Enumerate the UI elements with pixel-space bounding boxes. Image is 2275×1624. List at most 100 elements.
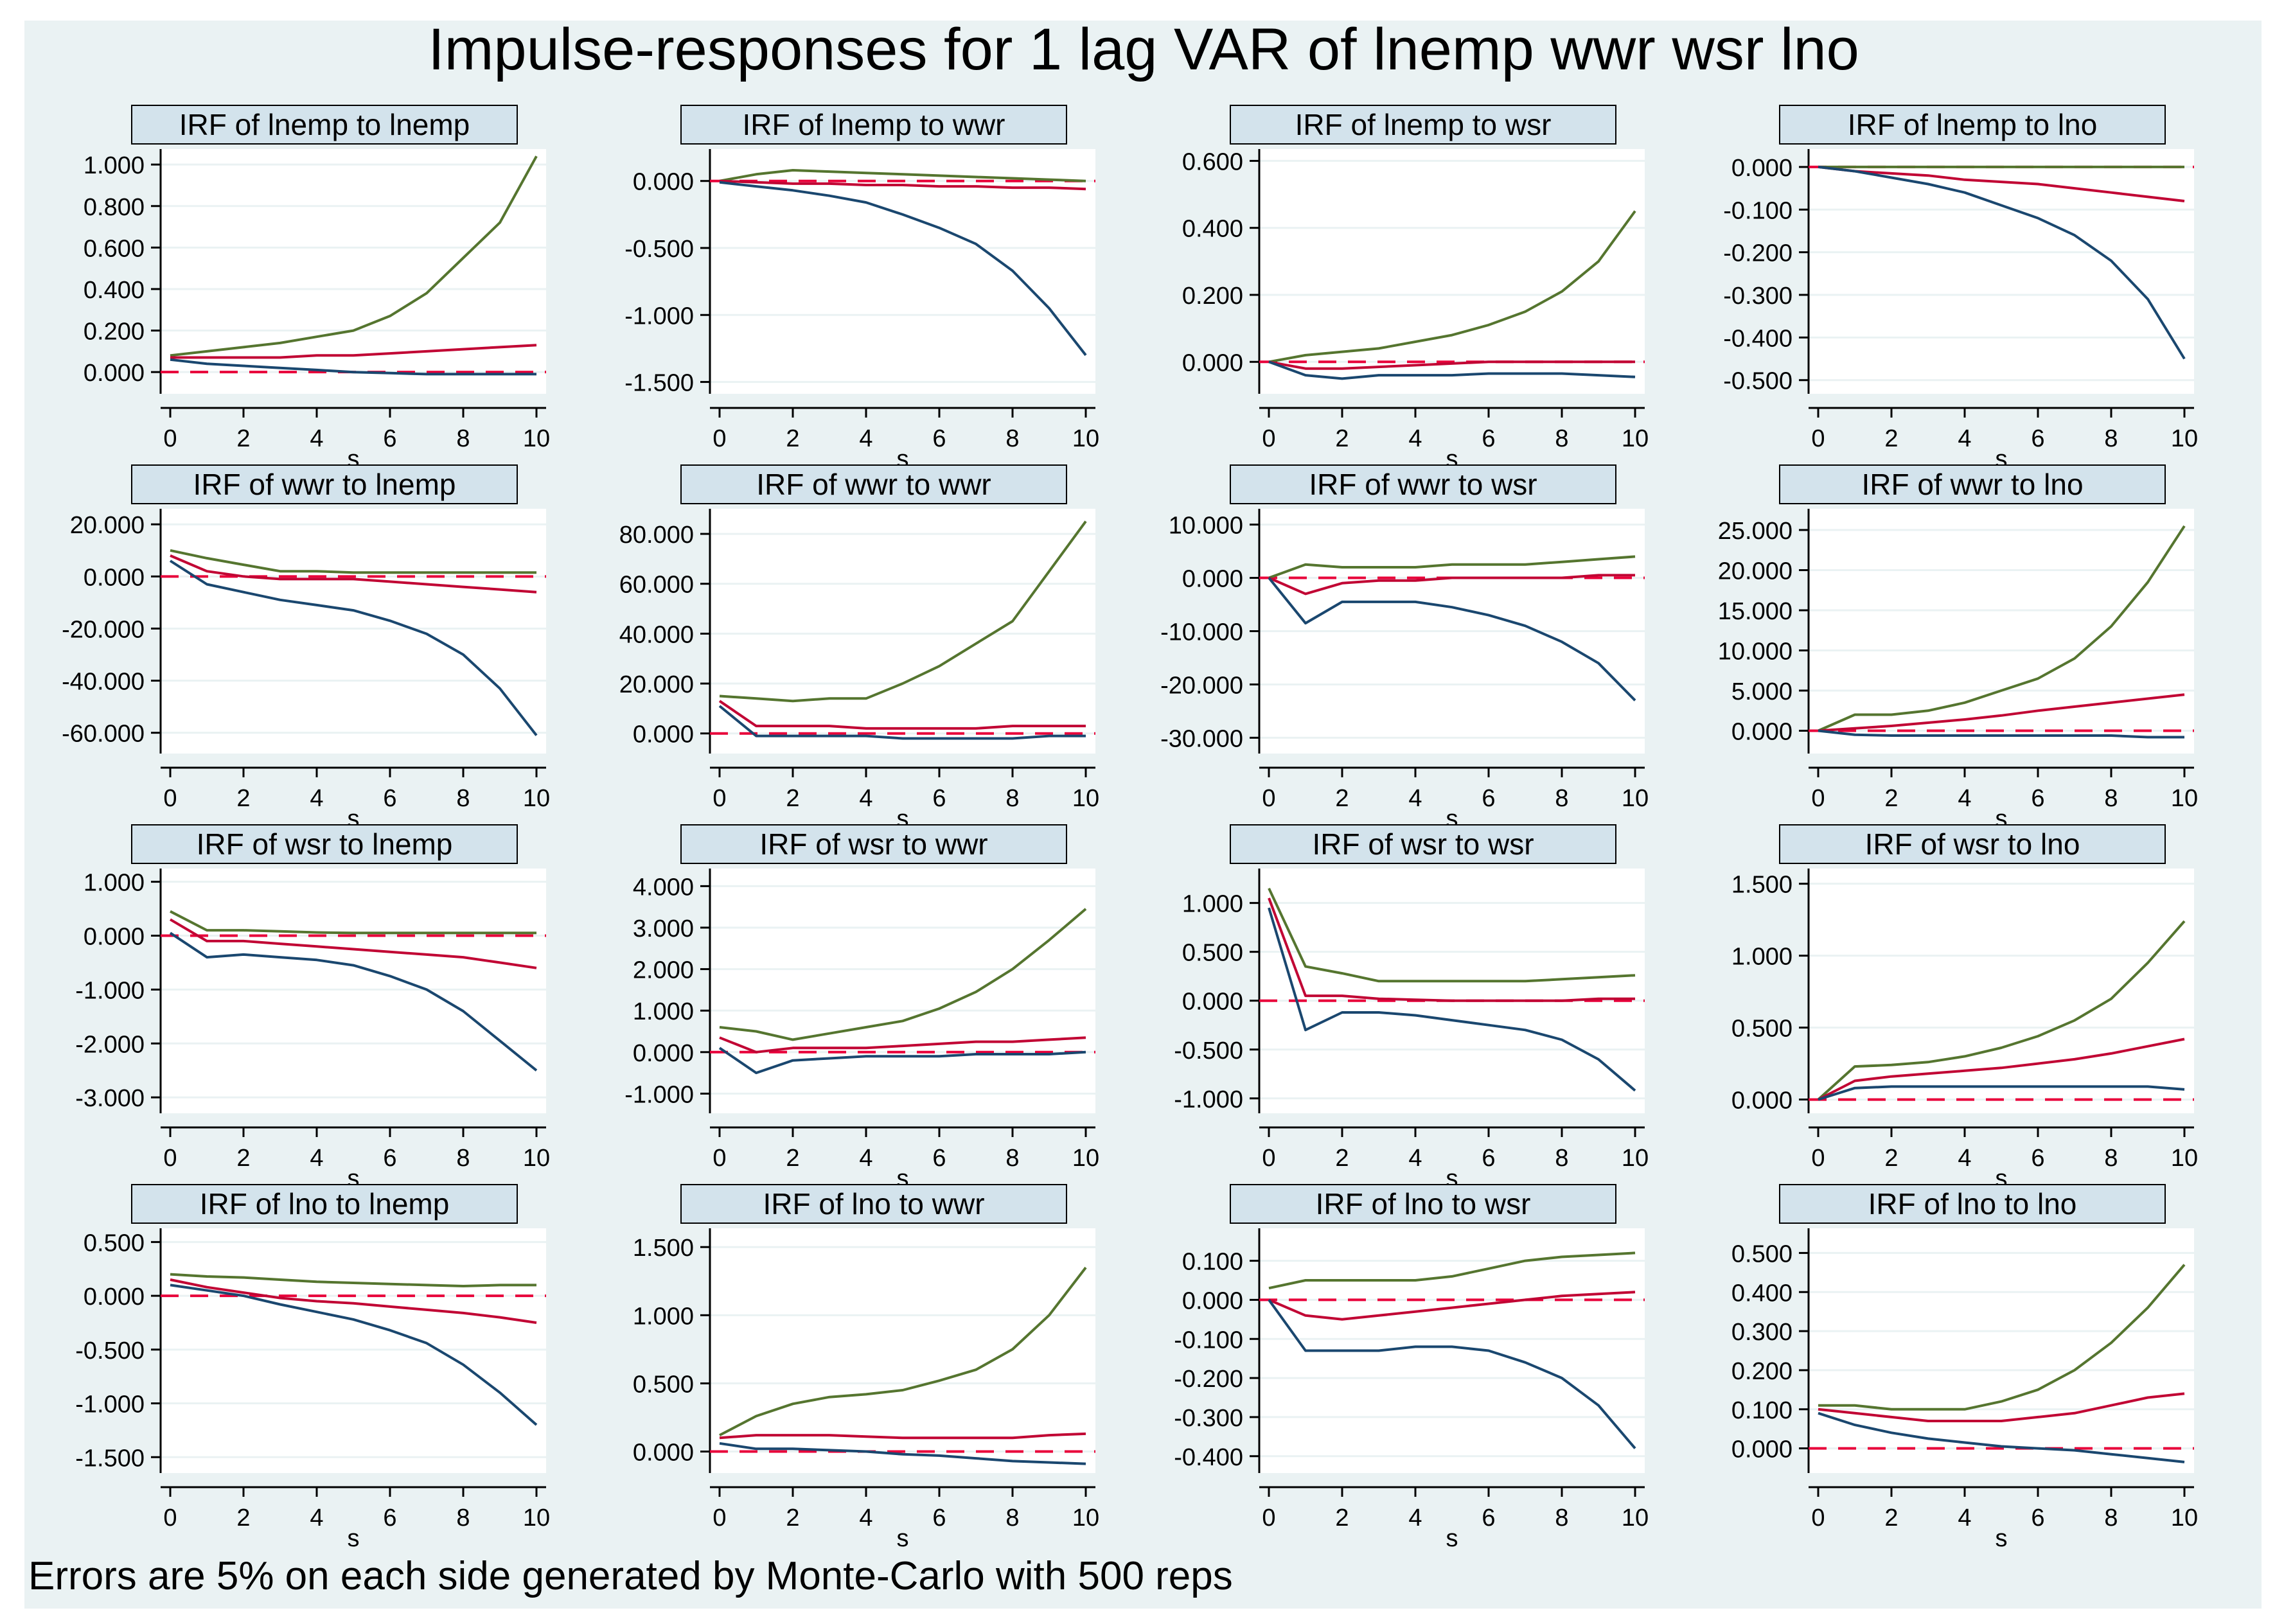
irf-panel: IRF of lno to wsr 0.100 0.000 -0.100 -0.200 -… xyxy=(1174,1184,1649,1552)
panel-header xyxy=(680,464,1067,504)
series-line-upper xyxy=(1268,887,1636,983)
x-tick-label: 10 xyxy=(1622,1145,1649,1172)
x-tick-label: 8 xyxy=(1005,1505,1019,1531)
x-tick-label: 10 xyxy=(1072,1145,1099,1172)
x-tick-label: 2 xyxy=(236,1145,250,1172)
x-tick-label: 10 xyxy=(1072,1505,1099,1531)
y-tick-label: -1.000 xyxy=(75,977,145,1004)
x-tick-label: 2 xyxy=(786,785,799,812)
y-tick-label: -1.000 xyxy=(624,303,694,330)
series-line-upper xyxy=(719,169,1086,182)
series-line-upper xyxy=(1268,210,1636,364)
x-tick-label: 10 xyxy=(523,425,550,452)
x-tick-label: 6 xyxy=(2031,425,2044,452)
panel-header xyxy=(131,464,518,504)
y-tick-label: 0.500 xyxy=(1731,1016,1793,1043)
x-tick-label: 2 xyxy=(1335,1145,1349,1172)
x-tick-label: 2 xyxy=(1884,785,1898,812)
series-line-lower xyxy=(170,1284,538,1426)
x-tick-label: 10 xyxy=(523,1505,550,1531)
irf-panel: IRF of wsr to lno 0.000 0.500 1.000 1.500 0 2 4… xyxy=(1731,824,2198,1192)
panel-header xyxy=(680,105,1067,145)
panel-header xyxy=(1779,464,2166,504)
x-tick-label: 8 xyxy=(456,785,470,812)
y-tick-label: 0.200 xyxy=(1182,283,1243,310)
x-tick-label: 6 xyxy=(1482,425,1495,452)
y-tick-label: 3.000 xyxy=(633,915,694,942)
y-tick-label: -40.000 xyxy=(62,669,145,696)
x-tick-label: 0 xyxy=(163,1145,177,1172)
x-tick-label: 0 xyxy=(713,785,726,812)
y-tick-label: 0.000 xyxy=(1182,989,1243,1016)
irf-panel: IRF of wwr to wwr 0.000 20.000 40.000 60.000… xyxy=(619,464,1099,833)
x-tick-label: 6 xyxy=(1482,1145,1495,1172)
y-tick-label: 0.400 xyxy=(1182,216,1243,243)
plot-area xyxy=(1809,149,2194,394)
panel-title: IRF of wsr to wsr xyxy=(1312,827,1534,861)
series-line-irf xyxy=(719,1036,1086,1054)
series-line-lower xyxy=(718,705,1086,740)
y-tick-label: -30.000 xyxy=(1160,725,1243,752)
y-tick-label: -3.000 xyxy=(75,1085,145,1112)
series-line-lower xyxy=(719,181,1087,357)
y-tick-label: 0.000 xyxy=(84,564,145,591)
plot-area xyxy=(161,149,546,394)
x-tick-label: 0 xyxy=(1811,785,1825,812)
plot-area xyxy=(1259,869,1645,1113)
x-tick-label: 0 xyxy=(163,785,177,812)
x-tick-label: 8 xyxy=(2104,785,2118,812)
series-line-lower xyxy=(1818,1085,2185,1101)
y-tick-label: 25.000 xyxy=(1718,518,1793,545)
x-tick-label: 10 xyxy=(1072,425,1099,452)
panel-title: IRF of wsr to lnemp xyxy=(197,827,453,861)
plot-area xyxy=(710,149,1095,394)
panel-title: IRF of lnemp to wsr xyxy=(1295,108,1552,141)
y-tick-label: 0.000 xyxy=(84,1284,145,1311)
x-tick-label: 10 xyxy=(2171,785,2198,812)
irf-panel: IRF of wsr to lnemp 1.000 0.000 -1.000 -2.00… xyxy=(75,824,550,1192)
x-tick-label: 2 xyxy=(1884,1505,1898,1531)
irf-panel: IRF of wsr to wsr 1.000 0.500 0.000 -0.500 -1… xyxy=(1174,824,1649,1192)
y-tick-label: 0.100 xyxy=(1731,1397,1793,1424)
series-line-irf xyxy=(1268,360,1635,370)
y-tick-label: 1.500 xyxy=(633,1235,694,1262)
x-tick-label: 4 xyxy=(1958,1505,1971,1531)
x-tick-label: 0 xyxy=(1262,785,1275,812)
series-line-upper xyxy=(1268,555,1636,579)
panel-header xyxy=(1779,1184,2166,1224)
y-tick-label: 0.400 xyxy=(1731,1280,1793,1307)
irf-panel: IRF of lnemp to lnemp 0.000 0.200 0.400 0.60… xyxy=(84,105,550,473)
series-line-upper xyxy=(170,155,538,357)
y-tick-label: -0.400 xyxy=(1723,325,1793,352)
x-tick-label: 0 xyxy=(1811,1505,1825,1531)
x-tick-label: 8 xyxy=(2104,425,2118,452)
x-tick-label: 0 xyxy=(1811,1145,1825,1172)
series-line-irf xyxy=(718,700,1086,730)
x-tick-label: 4 xyxy=(1408,1505,1422,1531)
series-line-lower xyxy=(1268,1299,1636,1449)
plot-area xyxy=(1809,509,2194,754)
y-tick-label: 0.500 xyxy=(1182,940,1243,967)
x-tick-label: 2 xyxy=(236,785,250,812)
x-tick-label: 8 xyxy=(2104,1505,2118,1531)
series-line-lower xyxy=(1818,1411,2185,1463)
y-tick-label: 0.200 xyxy=(1731,1358,1793,1385)
y-tick-label: 0.000 xyxy=(1182,566,1243,593)
y-tick-label: 0.000 xyxy=(84,360,145,387)
x-tick-label: 10 xyxy=(1622,785,1649,812)
y-tick-label: -1.000 xyxy=(1174,1086,1243,1113)
x-tick-label: 8 xyxy=(456,1505,470,1531)
series-line-irf xyxy=(1818,693,2185,732)
x-tick-label: 0 xyxy=(1811,425,1825,452)
x-tick-label: 4 xyxy=(310,1505,323,1531)
plot-area xyxy=(161,1228,546,1473)
y-tick-label: 0.000 xyxy=(1731,719,1793,746)
x-axis-label: s xyxy=(897,1525,909,1552)
y-tick-label: 0.600 xyxy=(1182,148,1243,175)
x-tick-label: 6 xyxy=(383,1505,396,1531)
y-tick-label: -0.200 xyxy=(1174,1366,1243,1393)
series-line-irf xyxy=(1818,1037,2185,1101)
y-tick-label: -1.500 xyxy=(624,370,694,397)
series-line-lower xyxy=(719,1442,1086,1465)
y-tick-label: 4.000 xyxy=(633,874,694,901)
